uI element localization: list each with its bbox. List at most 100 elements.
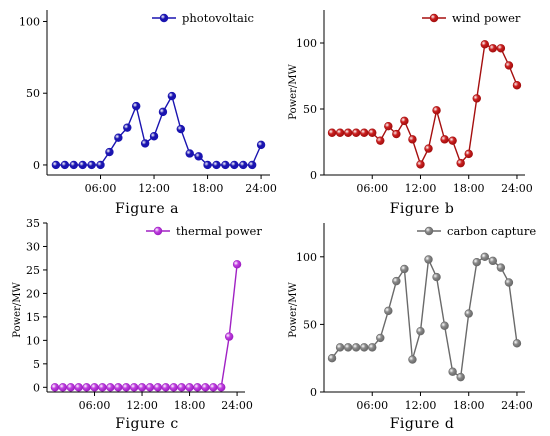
x-tick-label: 12:00: [126, 399, 158, 412]
data-point: [105, 147, 114, 157]
y-tick-label: 50: [26, 87, 40, 100]
data-point: [221, 160, 230, 170]
data-point: [78, 160, 87, 170]
x-tick-label: 18:00: [453, 182, 485, 195]
data-point: [488, 256, 498, 266]
data-point: [432, 106, 441, 115]
data-point: [74, 383, 83, 392]
data-point: [351, 128, 361, 137]
y-tick-label: 20: [26, 287, 40, 300]
legend-label: thermal power: [176, 224, 262, 238]
y-axis-label: Power/MW: [288, 64, 299, 120]
data-point: [140, 139, 150, 148]
data-point: [149, 132, 159, 141]
data-point: [472, 258, 481, 267]
series-line: [331, 255, 518, 379]
y-tick-label: 0: [310, 169, 317, 182]
x-tick-label: 12:00: [138, 182, 170, 195]
x-tick-label: 18:00: [174, 399, 206, 412]
data-point: [153, 383, 163, 392]
legend-marker: [424, 226, 434, 236]
data-point: [51, 160, 61, 170]
data-point: [504, 278, 514, 287]
legend-marker: [159, 13, 169, 23]
y-tick-label: 0: [33, 159, 40, 172]
y-axis-label: Power/MW: [12, 282, 23, 338]
data-point: [169, 383, 178, 392]
series-line: [54, 264, 238, 388]
data-point: [496, 44, 506, 53]
data-point: [106, 383, 115, 392]
data-point: [327, 128, 337, 137]
data-point: [335, 128, 345, 137]
data-point: [247, 160, 257, 170]
data-point: [203, 160, 212, 170]
data-point: [504, 61, 514, 70]
figure-caption: Figure c: [115, 416, 178, 432]
data-point: [230, 160, 239, 170]
data-point: [58, 383, 68, 392]
data-point: [496, 263, 506, 272]
panel-b: 0 50 100 06:00 12:00 18:00 24:00 Power/MW wind p…: [288, 10, 533, 217]
data-point: [224, 332, 234, 341]
x-tick-label: 18:00: [192, 182, 224, 195]
data-point: [416, 160, 425, 169]
data-point: [384, 306, 393, 316]
legend-label: wind power: [452, 11, 521, 25]
legend: thermal power: [146, 224, 262, 238]
data-point: [343, 343, 353, 352]
data-point: [185, 383, 194, 392]
data-point: [232, 260, 242, 269]
x-tick-label: 12:00: [405, 399, 437, 412]
data-point: [480, 252, 489, 261]
x-tick-label: 06:00: [356, 399, 388, 412]
data-point: [384, 121, 393, 131]
data-point: [145, 383, 155, 392]
data-point: [194, 152, 203, 161]
data-point: [335, 343, 345, 352]
y-tick-label: 30: [26, 240, 40, 253]
data-point: [87, 160, 96, 170]
data-point: [368, 343, 377, 352]
panel-c: 0 5 10 15 20 25 30 35 06:00 12:00 18:00 24:00 Power/…: [12, 217, 262, 432]
legend-marker: [429, 13, 439, 23]
figure-caption: Figure a: [115, 201, 179, 217]
x-tick-label: 24:00: [501, 399, 533, 412]
data-point: [212, 160, 221, 170]
data-point: [82, 383, 91, 392]
panel-d: 0 50 100 06:00 12:00 18:00 24:00 Power/MW carbon…: [288, 223, 536, 432]
data-point: [464, 149, 473, 159]
data-point: [60, 160, 70, 170]
data-point: [448, 367, 457, 376]
data-point: [488, 44, 498, 53]
data-point: [432, 272, 441, 282]
data-point: [217, 383, 226, 392]
y-tick-label: 15: [26, 311, 40, 324]
data-point: [201, 383, 210, 392]
x-tick-label: 24:00: [221, 399, 253, 412]
x-tick-label: 12:00: [405, 182, 437, 195]
y-axis-label: Power/MW: [288, 282, 299, 338]
data-point: [167, 91, 177, 101]
data-point: [343, 128, 353, 137]
data-point: [480, 40, 489, 49]
data-point: [114, 383, 123, 392]
data-point: [256, 140, 266, 150]
data-point: [424, 144, 433, 153]
data-point: [400, 264, 409, 274]
x-tick-label: 18:00: [453, 399, 485, 412]
legend-label: photovoltaic: [182, 11, 254, 25]
data-point: [96, 160, 105, 170]
legend: photovoltaic: [152, 11, 254, 25]
data-point: [327, 354, 337, 363]
y-tick-label: 100: [296, 37, 317, 50]
data-point: [400, 116, 409, 126]
data-point: [137, 383, 147, 392]
figure-caption: Figure d: [390, 416, 455, 432]
data-point: [123, 123, 132, 132]
x-tick-label: 06:00: [356, 182, 388, 195]
data-point: [69, 160, 78, 170]
y-tick-label: 50: [303, 103, 317, 116]
data-point: [448, 136, 457, 145]
